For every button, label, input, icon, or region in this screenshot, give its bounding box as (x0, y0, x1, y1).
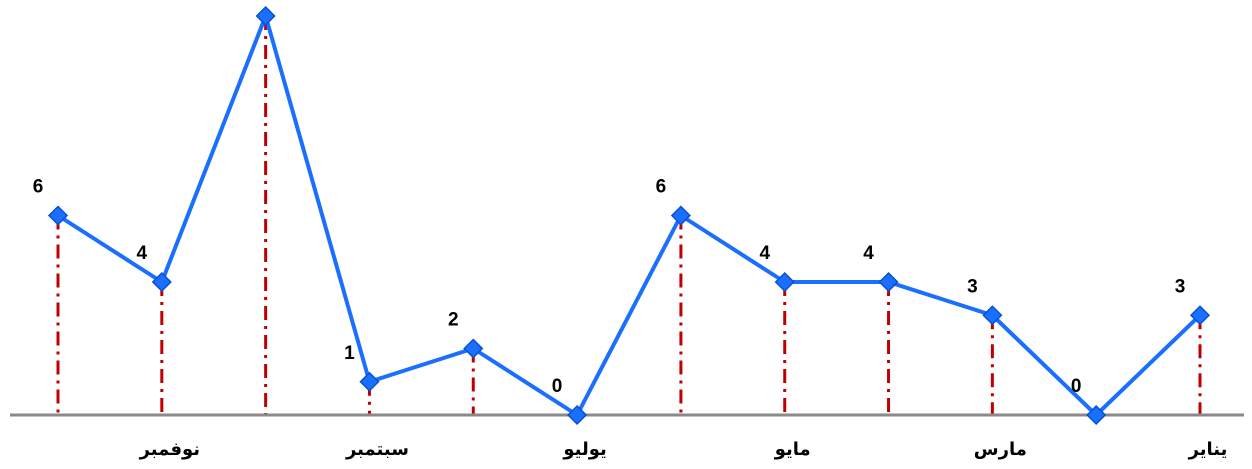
data-point (255, 5, 276, 27)
x-tick-label: مايو (774, 439, 811, 460)
data-label: 0 (1071, 376, 1082, 397)
x-tick-labels: يناير مارس مايو يوليو سبتمبر نوفمبر (139, 439, 1228, 460)
x-tick-label: يناير (1188, 439, 1228, 460)
drop-lines (56, 16, 1202, 415)
data-point (359, 371, 380, 392)
data-point (982, 305, 1003, 326)
x-tick-label: سبتمبر (345, 439, 409, 460)
data-point (151, 271, 172, 293)
data-point (878, 271, 899, 293)
data-point (670, 205, 691, 226)
data-point (774, 271, 795, 293)
data-label: 4 (863, 243, 874, 264)
markers-group (47, 5, 1211, 426)
data-point (1086, 404, 1107, 426)
series-line (56, 14, 1202, 417)
data-point (1189, 305, 1211, 326)
data-label: 3 (967, 276, 978, 297)
data-label: 1 (344, 343, 355, 364)
data-label: 2 (448, 310, 459, 331)
data-label: 6 (33, 177, 44, 198)
data-point (567, 404, 588, 426)
data-label: 0 (552, 376, 563, 397)
data-point (463, 338, 484, 359)
data-point (47, 205, 69, 226)
data-label: 3 (1175, 276, 1186, 297)
series-line-group (56, 14, 1202, 417)
data-label: 6 (656, 177, 667, 198)
x-tick-label: نوفمبر (139, 439, 200, 460)
data-label: 4 (137, 243, 148, 264)
x-tick-label: مارس (974, 439, 1027, 460)
data-label: 4 (759, 243, 770, 264)
data-labels-group: 3034460211246 (33, 177, 1186, 398)
x-tick-label: يوليو (562, 439, 606, 460)
